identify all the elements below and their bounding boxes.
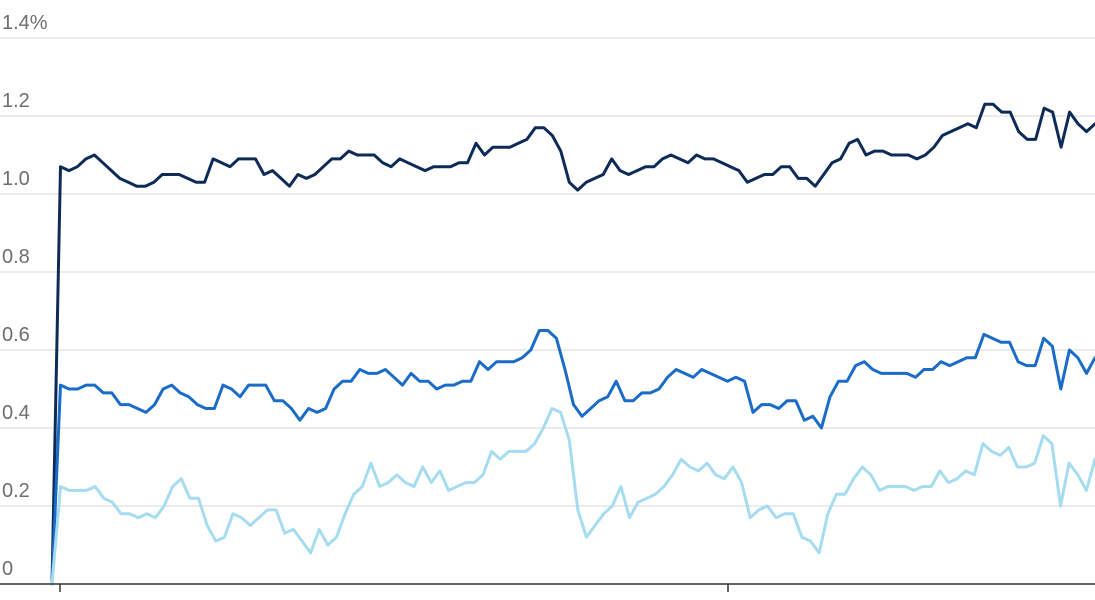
series-line-1 — [50, 102, 1095, 586]
x-axis — [0, 583, 1095, 592]
y-axis-tick-labels: 0 0.2 0.4 0.6 0.8 1.0 1.2 1.4% — [2, 12, 48, 580]
gridlines — [0, 37, 1095, 507]
series-line-3 — [50, 407, 1095, 586]
y-tick-label: 1.0 — [2, 168, 30, 190]
y-tick-label: 0.6 — [2, 324, 30, 346]
y-tick-label: 0.2 — [2, 480, 30, 502]
y-tick-label: 0.8 — [2, 246, 30, 268]
y-tick-label: 1.4% — [2, 12, 48, 34]
y-tick-label: 0 — [2, 558, 13, 580]
series-lines — [50, 102, 1095, 586]
series-line-2 — [50, 329, 1095, 586]
y-tick-label: 1.2 — [2, 90, 30, 112]
y-tick-label: 0.4 — [2, 402, 30, 424]
